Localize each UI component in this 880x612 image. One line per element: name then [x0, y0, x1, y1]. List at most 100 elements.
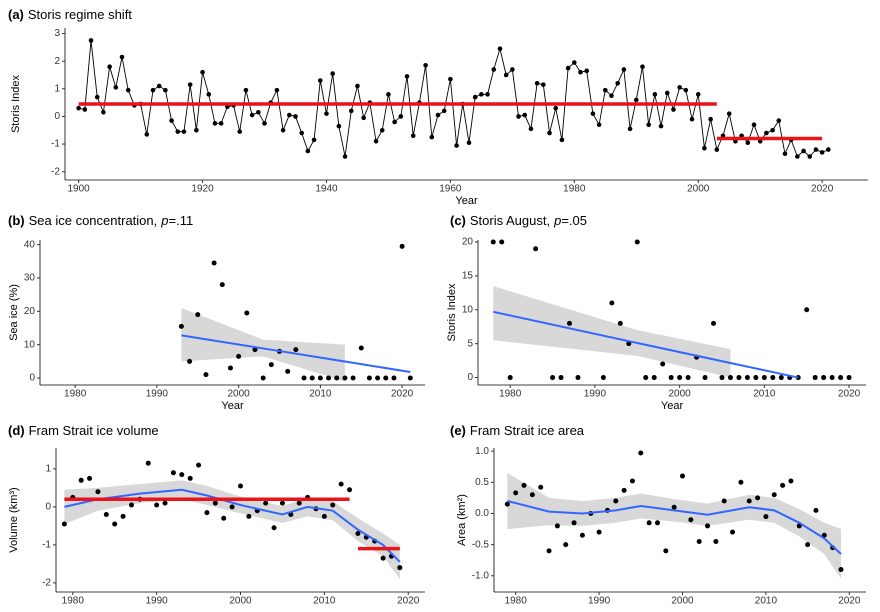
- data-point: [711, 320, 717, 326]
- data-point: [321, 513, 327, 519]
- x-axis-label: Year: [221, 400, 244, 412]
- data-point: [751, 122, 757, 128]
- data-point: [125, 87, 131, 93]
- y-tick-label: 0: [54, 111, 60, 122]
- data-point: [293, 114, 298, 119]
- data-point: [485, 92, 490, 97]
- data-point: [813, 507, 819, 513]
- data-point: [613, 498, 619, 504]
- data-point: [107, 64, 112, 69]
- data-point: [575, 375, 581, 381]
- x-tick-label: 2000: [229, 596, 252, 607]
- y-tick-label: 1: [54, 83, 60, 94]
- data-point: [87, 475, 93, 481]
- x-tick-label: 2000: [687, 184, 710, 195]
- data-point: [221, 515, 227, 521]
- data-point: [336, 123, 342, 129]
- data-point: [317, 375, 323, 381]
- data-point: [609, 93, 614, 99]
- data-point: [338, 481, 344, 487]
- data-point: [175, 129, 181, 134]
- data-point: [504, 501, 510, 507]
- data-point: [550, 375, 556, 381]
- data-point: [702, 375, 708, 381]
- data-point: [846, 375, 852, 381]
- data-point: [479, 92, 484, 97]
- x-tick-label: 2000: [671, 596, 694, 607]
- data-point: [753, 375, 759, 381]
- data-point: [652, 92, 658, 97]
- x-axis-label: Year: [455, 195, 478, 207]
- data-point: [144, 132, 150, 137]
- x-tick-label: 1980: [499, 389, 522, 400]
- data-point: [379, 127, 385, 133]
- data-point: [621, 67, 627, 72]
- data-point: [178, 323, 184, 329]
- y-tick-label: 10: [462, 304, 474, 315]
- data-point: [705, 523, 711, 529]
- data-point: [358, 345, 364, 351]
- data-point: [738, 479, 744, 485]
- data-point: [448, 76, 453, 82]
- data-point: [671, 504, 677, 510]
- data-point: [128, 502, 134, 508]
- data-point: [627, 126, 633, 132]
- data-point: [279, 500, 285, 506]
- data-point: [609, 300, 615, 306]
- y-tick-label: -1: [51, 139, 60, 150]
- y-axis-label: Storis Index: [446, 283, 458, 342]
- data-point: [94, 94, 100, 100]
- data-point: [262, 121, 267, 126]
- data-point: [361, 115, 366, 121]
- data-point: [584, 68, 590, 74]
- y-tick-label: -0.5: [472, 539, 490, 550]
- data-point: [211, 260, 217, 266]
- data-point: [761, 375, 767, 381]
- data-point: [187, 475, 193, 481]
- data-point: [256, 109, 261, 115]
- data-point: [633, 97, 639, 103]
- x-tick-label: 2010: [309, 389, 332, 400]
- data-point: [804, 307, 810, 313]
- data-point: [237, 129, 243, 134]
- x-tick-label: 2010: [313, 596, 336, 607]
- data-point: [634, 239, 640, 245]
- data-point: [249, 112, 255, 118]
- data-point: [805, 542, 811, 548]
- data-point: [244, 310, 250, 316]
- data-point: [522, 112, 528, 118]
- x-tick-label: 1990: [584, 389, 607, 400]
- panel-letter: (a): [8, 7, 24, 22]
- data-point: [326, 375, 332, 381]
- x-tick-label: 1940: [315, 184, 338, 195]
- x-tick-label: 1920: [191, 184, 214, 195]
- data-point: [243, 87, 249, 93]
- data-point: [819, 150, 825, 155]
- confidence-band: [64, 480, 400, 580]
- data-point: [651, 375, 657, 381]
- data-point: [187, 82, 193, 87]
- data-point: [263, 500, 269, 506]
- data-point: [640, 64, 645, 69]
- data-point: [229, 504, 235, 510]
- data-point: [546, 548, 552, 554]
- data-point: [286, 112, 292, 118]
- data-point: [170, 470, 176, 476]
- data-point: [813, 147, 819, 152]
- data-point: [510, 67, 515, 72]
- data-point: [305, 148, 311, 154]
- panel: (e) Fram Strait ice area Area (km²) 1980 199…: [450, 423, 866, 607]
- data-point: [826, 147, 831, 152]
- data-point: [553, 105, 559, 111]
- data-point: [696, 539, 702, 545]
- data-point: [528, 126, 534, 132]
- data-point: [566, 320, 572, 326]
- y-axis-label: Volume (km³): [8, 487, 20, 552]
- confidence-band: [181, 308, 345, 382]
- data-point: [513, 490, 519, 496]
- data-point: [195, 312, 201, 318]
- data-point: [795, 154, 800, 159]
- data-point: [780, 482, 786, 488]
- data-point: [689, 116, 695, 122]
- data-point: [203, 372, 209, 378]
